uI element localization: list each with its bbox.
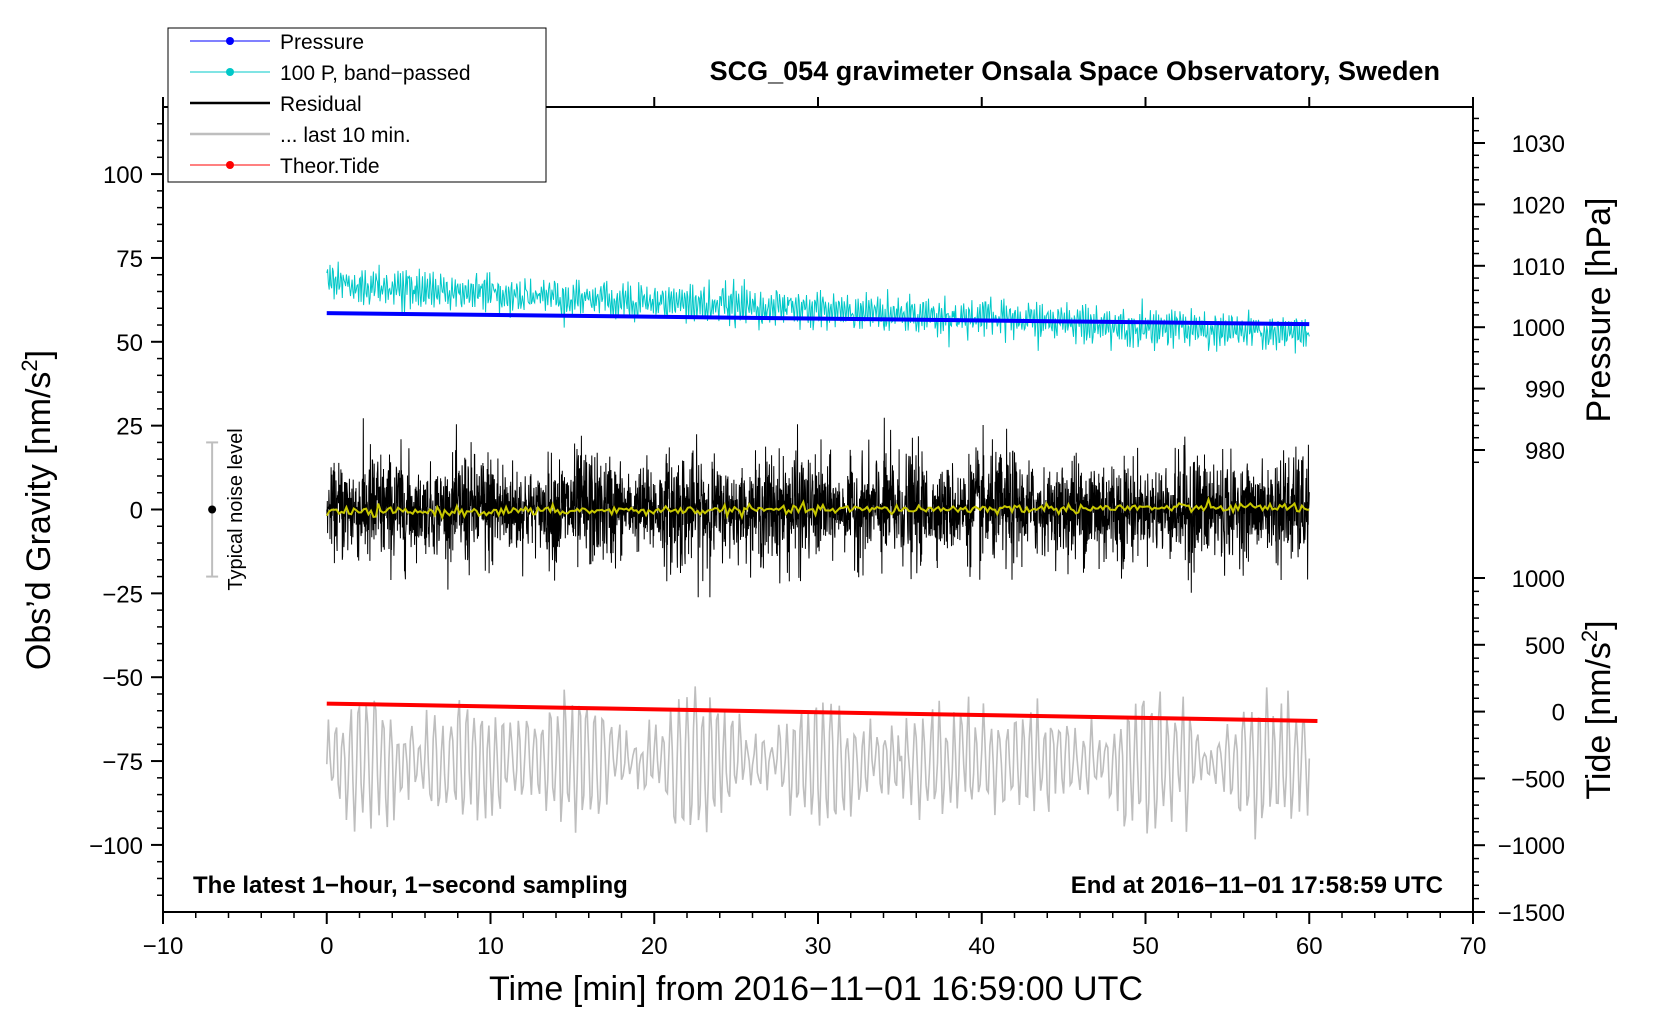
series-layer (325, 261, 1318, 840)
y-right-pressure-tick-label: 1010 (1512, 254, 1565, 281)
series-residual (326, 417, 1310, 598)
y-axis-left-label-close: ] (20, 350, 58, 359)
y-axis-left-label-sup: 2 (17, 359, 42, 371)
y-axis-left-label-main: Obs’d Gravity [nm/s (20, 372, 58, 671)
y-left-tick-label: −100 (89, 833, 143, 860)
note-right: End at 2016−11−01 17:58:59 UTC (1071, 872, 1443, 899)
legend-label: Theor.Tide (280, 155, 380, 178)
y-axis-left: 100 75 50 25 0 −25 −50 −75 −100 (89, 123, 163, 896)
series-theoretical-tide (326, 701, 1318, 723)
y-axis-right-tide-label-main: Tide [nm/s (1580, 642, 1618, 799)
y-right-pressure-tick-label: 1020 (1512, 192, 1565, 219)
y-left-tick-label: 50 (116, 330, 143, 357)
y-right-pressure-tick-label: 980 (1525, 438, 1565, 465)
y-right-pressure-tick-label: 990 (1525, 377, 1565, 404)
y-left-tick-label: 25 (116, 414, 143, 441)
noise-level-label: Typical noise level (225, 428, 247, 590)
y-left-tick-label: −50 (102, 665, 143, 692)
legend-marker (226, 68, 234, 76)
legend-label: Pressure (280, 31, 364, 54)
y-right-tide-tick-label: −1000 (1498, 833, 1565, 860)
series-last-10-min (326, 686, 1311, 840)
y-right-tide-tick-label: 1000 (1512, 566, 1565, 593)
x-tick-label: 40 (968, 933, 995, 960)
y-axis-left-label: Obs’d Gravity [nm/s2] (17, 350, 58, 670)
y-axis-right: 1030 1020 1010 1000 990 980 1000 500 0 −500 −1000 −… (1473, 117, 1565, 927)
noise-level-bar (206, 441, 219, 578)
x-tick-label: 20 (641, 933, 668, 960)
y-axis-right-tide-label-sup: 2 (1577, 630, 1602, 642)
legend-marker (226, 37, 234, 45)
y-right-tide-tick-label: 500 (1525, 633, 1565, 660)
noise-bar-center (208, 505, 217, 514)
series-band-passed-pressure (326, 261, 1310, 354)
y-axis-right-tide-label-close: ] (1580, 620, 1618, 629)
series-pressure (326, 311, 1310, 327)
y-left-tick-label: 0 (130, 498, 143, 525)
y-axis-right-tide-label: Tide [nm/s2] (1577, 620, 1618, 799)
x-tick-label: 10 (477, 933, 504, 960)
series-residual-smoothed (325, 495, 1310, 521)
legend-box (167, 27, 547, 183)
x-tick-label: 60 (1296, 933, 1323, 960)
chart-title: SCG_054 gravimeter Onsala Space Observat… (710, 56, 1440, 86)
x-tick-label: 0 (320, 933, 333, 960)
y-right-tide-tick-label: −1500 (1498, 900, 1565, 927)
x-tick-label: 70 (1460, 933, 1487, 960)
legend: Pressure 100 P, band−passed Residual ... la… (167, 27, 547, 183)
y-right-pressure-tick-label: 1030 (1512, 131, 1565, 158)
x-tick-label: 50 (1132, 933, 1159, 960)
y-right-tide-tick-label: 0 (1552, 700, 1565, 727)
x-axis: −10 0 10 20 30 40 50 60 70 (143, 97, 1487, 960)
x-tick-label: −10 (143, 933, 184, 960)
y-left-tick-label: −75 (102, 749, 143, 776)
y-left-tick-label: 75 (116, 246, 143, 273)
y-left-tick-label: −25 (102, 581, 143, 608)
legend-marker (226, 161, 234, 169)
legend-label: Residual (280, 93, 362, 116)
y-left-tick-label: 100 (103, 162, 143, 189)
y-axis-right-pressure-label: Pressure [hPa] (1580, 198, 1618, 423)
note-left: The latest 1−hour, 1−second sampling (193, 872, 628, 899)
y-right-pressure-tick-label: 1000 (1512, 315, 1565, 342)
y-right-tide-tick-label: −500 (1511, 766, 1565, 793)
legend-label: ... last 10 min. (280, 124, 411, 147)
x-tick-label: 30 (805, 933, 832, 960)
x-axis-label: Time [min] from 2016−11−01 16:59:00 UTC (489, 970, 1143, 1008)
legend-label: 100 P, band−passed (280, 62, 471, 85)
